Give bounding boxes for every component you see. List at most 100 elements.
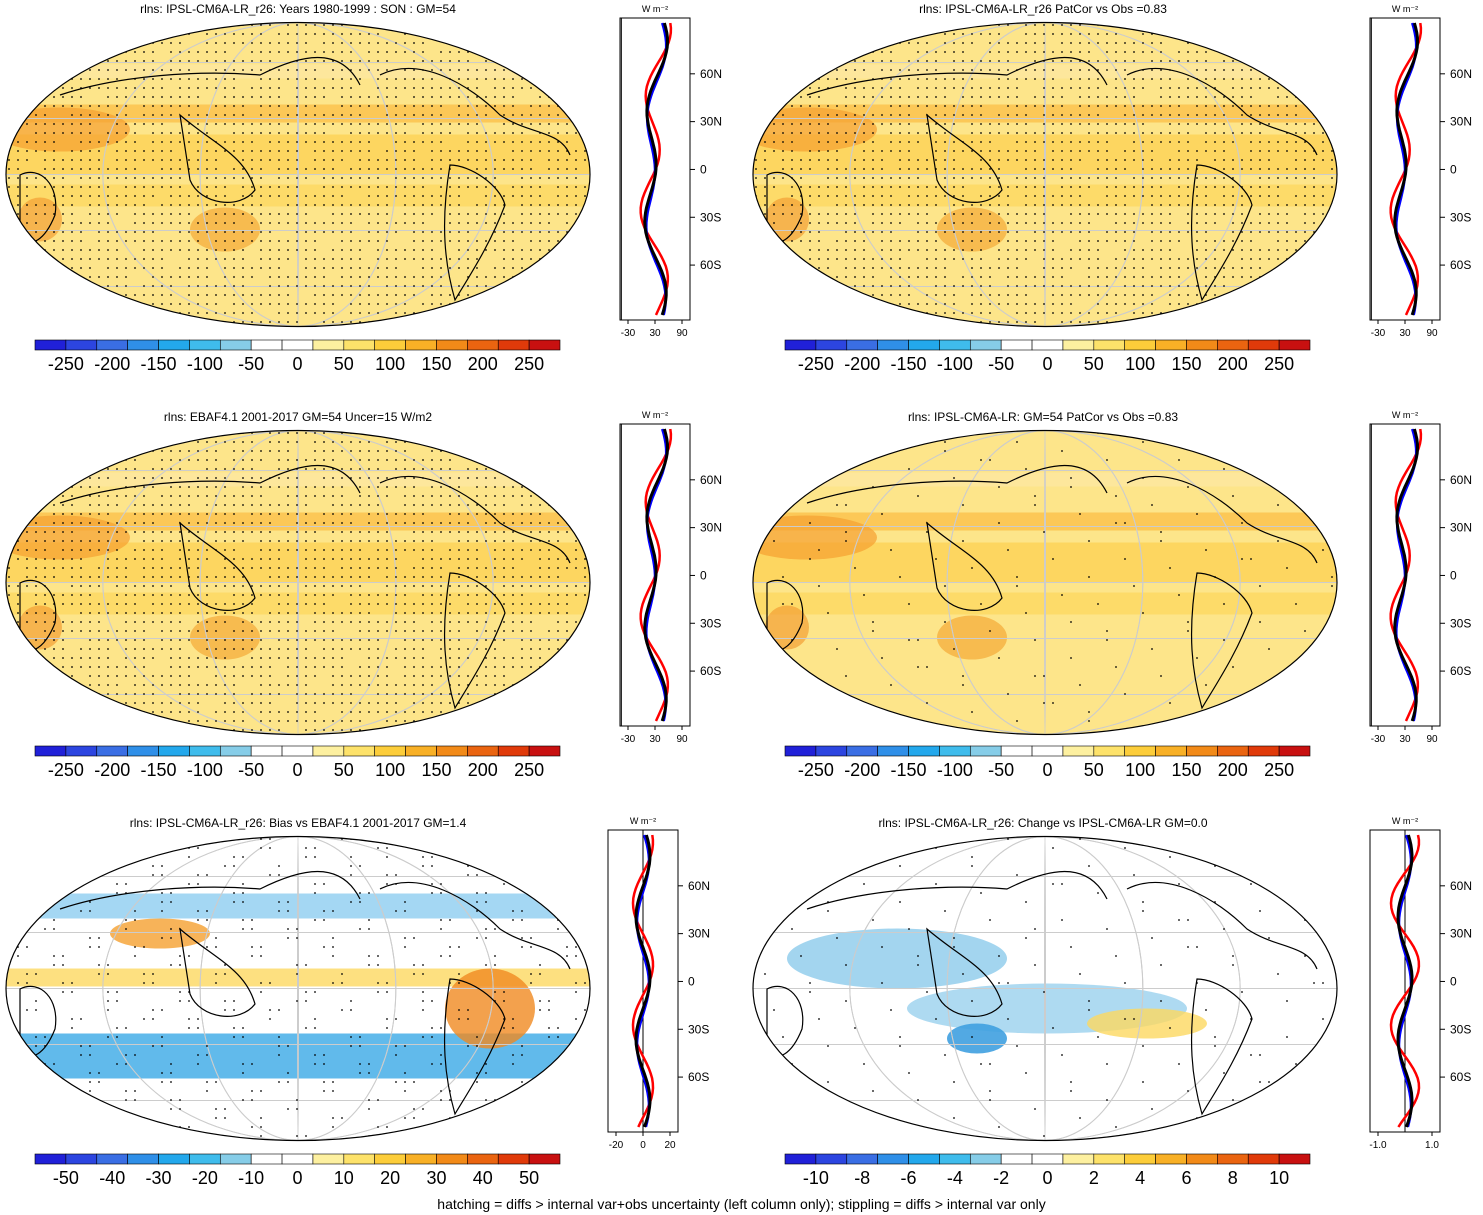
colorbar-tick-label: 200: [468, 354, 498, 374]
colorbar-swatch: [127, 339, 159, 351]
colorbar-tick-label: 50: [1084, 760, 1104, 780]
colorbar-p5: -50 -40 -30 -20 -10 0 10 20 30 40 50: [34, 1153, 561, 1188]
colorbar-swatch: [497, 1153, 530, 1165]
colorbar-swatch: [1124, 745, 1156, 757]
lat-tick-label: 60N: [1450, 67, 1472, 81]
colorbar-tick-label: -10: [238, 1168, 264, 1188]
colorbar-tick-label: -30: [146, 1168, 172, 1188]
colorbar-swatch: [1093, 745, 1126, 757]
colorbar-swatch: [1247, 1153, 1280, 1165]
colorbar-swatch: [815, 1153, 848, 1165]
colorbar-tick-label: -8: [854, 1168, 870, 1188]
colorbar-tick-label: 150: [421, 760, 451, 780]
profile-tick-label: 90: [1426, 328, 1438, 339]
map-p2: [752, 21, 1338, 328]
colorbar-tick-label: 50: [1084, 354, 1104, 374]
colorbar-swatch: [846, 745, 878, 757]
colorbar-tick-label: -50: [53, 1168, 79, 1188]
colorbar-swatch: [219, 339, 252, 351]
colorbar-tick-label: -250: [798, 354, 834, 374]
colorbar-swatch: [65, 745, 98, 757]
colorbar-swatch: [158, 339, 190, 351]
colorbar-swatch: [784, 745, 817, 757]
profile-tick-label: 30: [649, 734, 661, 745]
panel-title: rlns: IPSL-CM6A-LR_r26: Change vs IPSL-C…: [878, 816, 1208, 830]
colorbar-tick-label: -200: [94, 354, 130, 374]
colorbar-tick-label: -40: [99, 1168, 125, 1188]
colorbar-tick-label: -250: [48, 760, 84, 780]
colorbar-swatch: [877, 1153, 909, 1165]
colorbar-tick-label: -200: [94, 760, 130, 780]
colorbar-tick-label: -150: [141, 354, 177, 374]
lat-tick-label: 30S: [1450, 616, 1471, 630]
colorbar-swatch: [467, 1153, 499, 1165]
colorbar-tick-label: 40: [473, 1168, 493, 1188]
colorbar-swatch: [250, 339, 283, 351]
colorbar-swatch: [528, 745, 561, 757]
colorbar-tick-label: 4: [1135, 1168, 1145, 1188]
lat-tick-label: 60N: [1450, 879, 1472, 893]
colorbar-swatch: [1031, 339, 1064, 351]
colorbar-tick-label: 150: [1171, 354, 1201, 374]
colorbar-swatch: [96, 1153, 128, 1165]
profile-line: [1396, 834, 1414, 1128]
map-p1: [5, 21, 591, 328]
lat-tick-label: 0: [700, 568, 707, 582]
colorbar-tick-label: 200: [1218, 760, 1248, 780]
colorbar-swatch: [846, 339, 878, 351]
colorbar-tick-label: 30: [426, 1168, 446, 1188]
profile-p4: W m⁻² 60N 30N 0 30S 60S -30 30 90: [1369, 410, 1472, 745]
profile-line: [1389, 834, 1421, 1128]
footnote: hatching = diffs > internal var+obs unce…: [437, 1196, 1046, 1212]
colorbar-swatch: [1062, 1153, 1095, 1165]
colorbar-swatch: [939, 339, 971, 351]
colorbar-swatch: [281, 745, 314, 757]
colorbar-swatch: [815, 339, 848, 351]
lat-tick-label: 0: [1450, 974, 1457, 988]
colorbar-swatch: [1186, 339, 1218, 351]
lat-tick-label: 30S: [688, 1022, 709, 1036]
lat-tick-label: 30S: [1450, 210, 1471, 224]
profile-p5: W m⁻² 60N 30N 0 30S 60S -20 0 20: [607, 816, 710, 1151]
colorbar-swatch: [312, 1153, 345, 1165]
colorbar-swatch: [343, 339, 376, 351]
colorbar-swatch: [34, 1153, 67, 1165]
colorbar-p6: -10 -8 -6 -4 -2 0 2 4 6 8 10: [784, 1153, 1311, 1188]
colorbar-tick-label: 50: [519, 1168, 539, 1188]
colorbar-swatch: [65, 1153, 98, 1165]
lat-tick-label: 60N: [700, 67, 722, 81]
profile-p3: W m⁻² 60N 30N 0 30S 60S -30 30 90: [619, 410, 722, 745]
colorbar-swatch: [1278, 339, 1311, 351]
colorbar-swatch: [1124, 339, 1156, 351]
map-p6: [752, 835, 1338, 1142]
colorbar-swatch: [939, 1153, 971, 1165]
colorbar-swatch: [405, 339, 437, 351]
colorbar-swatch: [908, 1153, 940, 1165]
colorbar-swatch: [1155, 745, 1187, 757]
colorbar-swatch: [1247, 339, 1280, 351]
profile-tick-label: 0: [640, 1140, 646, 1151]
colorbar-swatch: [1278, 1153, 1311, 1165]
lat-tick-label: 30N: [1450, 927, 1472, 941]
colorbar-swatch: [96, 339, 128, 351]
lat-tick-label: 60N: [1450, 473, 1472, 487]
profile-line: [1393, 428, 1420, 722]
profile-p1: W m⁻² 60N 30N 0 30S 60S -30 30 90: [619, 4, 722, 339]
map-p3: [5, 429, 591, 736]
colorbar-tick-label: -4: [947, 1168, 963, 1188]
colorbar-tick-label: -200: [844, 354, 880, 374]
colorbar-tick-label: -2: [993, 1168, 1009, 1188]
colorbar-tick-label: 250: [1264, 760, 1294, 780]
lat-tick-label: 60S: [700, 258, 721, 272]
colorbar-tick-label: 0: [1042, 760, 1052, 780]
colorbar-swatch: [939, 745, 971, 757]
lat-tick-label: 30N: [1450, 521, 1472, 535]
colorbar-tick-label: 10: [1269, 1168, 1289, 1188]
colorbar-swatch: [908, 339, 940, 351]
profile-tick-label: -20: [609, 1140, 624, 1151]
colorbar-tick-label: -50: [238, 354, 264, 374]
profile-line: [643, 22, 670, 316]
colorbar-swatch: [281, 1153, 314, 1165]
colorbar-tick-label: 50: [334, 760, 354, 780]
colorbar-swatch: [250, 745, 283, 757]
